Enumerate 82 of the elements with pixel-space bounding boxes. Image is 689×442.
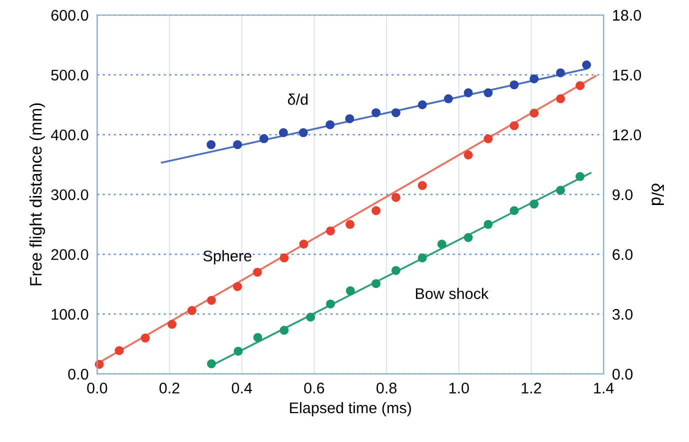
point xyxy=(464,150,473,160)
point xyxy=(306,312,316,322)
x-tick-label: 1.2 xyxy=(522,382,542,394)
y2-axis-title: δ/d xyxy=(652,184,664,205)
y2-tick-label: 3.0 xyxy=(612,308,633,320)
y-axis-title: Free flight distance (mm) xyxy=(29,103,46,286)
y2-tick-label: 9.0 xyxy=(612,189,633,200)
point xyxy=(168,320,177,329)
point xyxy=(444,94,453,104)
y-tick-label: 300.0 xyxy=(51,189,88,200)
y2-tick-label: 15.0 xyxy=(613,70,642,81)
point xyxy=(206,140,216,150)
point xyxy=(484,134,493,144)
x-tick-label: 0.2 xyxy=(159,382,180,394)
point xyxy=(114,346,124,356)
point xyxy=(418,100,427,110)
point xyxy=(510,206,519,216)
point xyxy=(253,332,262,342)
y-tick-label: 100.0 xyxy=(52,308,88,320)
point xyxy=(140,334,150,343)
series-label: Bow shock xyxy=(416,288,489,300)
x-axis-title: Elapsed time (ms) xyxy=(290,402,411,416)
point xyxy=(391,192,400,202)
x-tick-label: 1.0 xyxy=(449,382,469,394)
y2-tick-label: 12.0 xyxy=(613,130,642,140)
point xyxy=(418,181,427,190)
y-tick-label: 600.0 xyxy=(51,10,88,21)
point xyxy=(234,346,243,356)
y2-tick-label: 18.0 xyxy=(613,10,642,21)
point xyxy=(582,60,592,70)
y-tick-label: 500.0 xyxy=(51,70,88,81)
x-tick-label: 0.6 xyxy=(304,382,324,394)
point xyxy=(510,121,519,130)
point xyxy=(391,266,400,275)
point xyxy=(372,206,381,216)
series-label: δ/d xyxy=(288,94,308,105)
point xyxy=(280,253,289,262)
point xyxy=(391,108,400,118)
point xyxy=(326,120,335,130)
point xyxy=(484,88,493,98)
point xyxy=(556,68,566,78)
point xyxy=(326,299,335,308)
point xyxy=(372,108,381,118)
point xyxy=(252,268,262,277)
point xyxy=(206,359,216,368)
point xyxy=(278,128,288,138)
y2-tick-label: 0.0 xyxy=(612,368,633,380)
point xyxy=(280,326,289,335)
point xyxy=(530,74,539,84)
point xyxy=(299,240,308,249)
point xyxy=(187,306,196,316)
point xyxy=(372,279,381,288)
point xyxy=(346,286,355,296)
point xyxy=(530,108,539,118)
y-tick-label: 200.0 xyxy=(51,249,88,260)
point xyxy=(418,253,427,262)
y-tick-label: 400.0 xyxy=(50,130,88,140)
point xyxy=(530,200,539,209)
point xyxy=(345,220,354,229)
point xyxy=(437,240,446,249)
point xyxy=(298,128,308,138)
point xyxy=(464,233,473,242)
x-tick-label: 0.0 xyxy=(87,382,108,394)
series-label: Sphere xyxy=(203,250,252,264)
point xyxy=(464,88,473,98)
point xyxy=(576,81,585,90)
point xyxy=(576,172,585,182)
point xyxy=(510,80,519,90)
y2-tick-label: 6.0 xyxy=(612,249,633,260)
point xyxy=(484,220,493,229)
y-tick-label: 0.0 xyxy=(68,368,88,380)
point xyxy=(556,186,566,195)
point xyxy=(259,134,268,144)
x-tick-label: 1.4 xyxy=(594,382,614,394)
point xyxy=(233,282,242,292)
point xyxy=(326,226,335,236)
point xyxy=(206,296,216,305)
x-tick-label: 0.4 xyxy=(232,382,252,394)
point xyxy=(556,94,566,104)
x-tick-label: 0.8 xyxy=(376,382,396,394)
point xyxy=(345,114,354,124)
point xyxy=(233,140,242,150)
